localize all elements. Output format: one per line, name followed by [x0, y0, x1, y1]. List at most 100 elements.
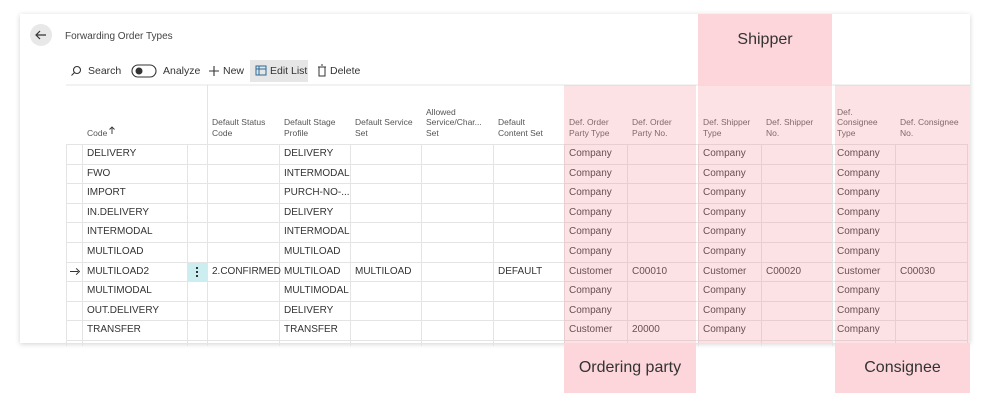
cell: MULTIMODAL: [284, 285, 349, 297]
cell: Company: [703, 285, 746, 297]
cell: MULTILOAD2: [87, 265, 150, 277]
highlight-shipper: [698, 85, 832, 343]
cell: Company: [703, 226, 746, 238]
callout-consignee: Consignee: [835, 343, 970, 393]
delete[interactable]: Delete: [330, 65, 361, 77]
row-line: [66, 144, 967, 145]
cell: DELIVERY: [284, 148, 334, 159]
cell: Company: [569, 148, 612, 159]
cell: Company: [837, 246, 880, 257]
cell: Company: [703, 206, 746, 218]
page-title: Forwarding Order Types: [65, 31, 173, 42]
row-line: [66, 320, 967, 322]
current-row-arrow: [70, 270, 78, 272]
cell: PURCH-NO-...: [284, 187, 350, 199]
cell: Company: [569, 285, 612, 297]
cell: Company: [569, 226, 612, 238]
current-row-actions: [188, 262, 207, 282]
search[interactable]: Search: [88, 65, 122, 77]
column-header: Default: [498, 117, 525, 127]
cell: Company: [837, 187, 880, 199]
new[interactable]: New: [223, 65, 245, 77]
column-header: Type: [703, 127, 722, 138]
cell: MULTILOAD: [284, 246, 341, 257]
col-line: [350, 144, 351, 346]
cell: DELIVERY: [284, 304, 334, 316]
cell: DELIVERY: [284, 206, 334, 218]
cell: Company: [837, 226, 880, 238]
cell: Customer: [569, 324, 613, 336]
row-line: [66, 183, 967, 185]
cell: INTERMODAL: [87, 226, 153, 238]
column-header: Def. Consignee: [900, 117, 959, 127]
column-header: No.: [900, 127, 914, 138]
column-header: Code: [87, 127, 108, 138]
callout-ordering-party: Ordering party: [564, 343, 696, 393]
cell: Company: [703, 324, 746, 336]
cell: C00020: [766, 265, 802, 277]
cell: Company: [703, 246, 746, 257]
sort-arrow: [109, 126, 115, 134]
cell: TRANSFER: [284, 324, 338, 336]
row-menu: [196, 266, 198, 269]
cell: Company: [837, 285, 880, 297]
row-line: [66, 222, 967, 224]
col-line: [421, 144, 422, 346]
col-line: [187, 144, 188, 346]
cell: Company: [837, 304, 880, 316]
col-line: [279, 144, 280, 346]
col-line: [627, 144, 628, 346]
column-header: Default Stage: [284, 117, 336, 127]
cell: Company: [569, 167, 612, 179]
column-header: Service/Char...: [426, 117, 482, 127]
column-header: Type: [837, 127, 856, 138]
cell: Company: [837, 167, 880, 179]
col-line: [66, 144, 67, 346]
column-header: Allowed: [426, 106, 456, 117]
highlight-ordering: [564, 85, 696, 343]
row-line: [66, 261, 967, 263]
row-line: [66, 163, 967, 165]
column-header: Default Status: [212, 117, 266, 127]
cell: INTERMODAL: [284, 226, 350, 238]
column-header: Party No.: [632, 127, 668, 138]
col-line: [82, 144, 83, 346]
column-header: Default Service: [355, 117, 413, 127]
analyze[interactable]: Analyze: [163, 65, 201, 77]
column-header: Def. Order: [632, 117, 672, 127]
cell: DEFAULT: [498, 265, 543, 277]
cell: IN.DELIVERY: [87, 206, 150, 218]
col-line: [698, 144, 699, 346]
row-line: [66, 340, 967, 341]
cell: Company: [837, 324, 880, 336]
col-line: [207, 144, 208, 346]
cell: Company: [569, 187, 612, 199]
row-line: [66, 300, 967, 302]
column-header: Party Type: [569, 127, 610, 138]
col-line: [761, 144, 762, 346]
column-header: Set: [426, 127, 439, 138]
col-line: [832, 144, 833, 346]
col-line: [493, 144, 494, 346]
cell: TRANSFER: [87, 324, 141, 336]
column-header: Consignee: [837, 117, 878, 127]
row-line: [66, 202, 967, 204]
cell: MULTILOAD: [284, 265, 341, 277]
header-divider: [207, 85, 208, 144]
cell: Customer: [703, 265, 747, 277]
col-line: [967, 144, 968, 346]
cell: C00010: [632, 265, 668, 277]
row-line: [66, 242, 967, 243]
edit-list[interactable]: Edit List: [270, 65, 308, 77]
column-header: Def. Order: [569, 117, 609, 127]
cell: MULTILOAD: [87, 246, 144, 257]
cell: Company: [569, 206, 612, 218]
column-header: Def. Shipper: [766, 117, 814, 127]
cell: MULTIMODAL: [87, 285, 152, 297]
col-line: [895, 144, 896, 346]
column-header: Def.: [837, 106, 853, 117]
cell: 20000: [632, 324, 660, 336]
column-header: Set: [355, 127, 368, 138]
